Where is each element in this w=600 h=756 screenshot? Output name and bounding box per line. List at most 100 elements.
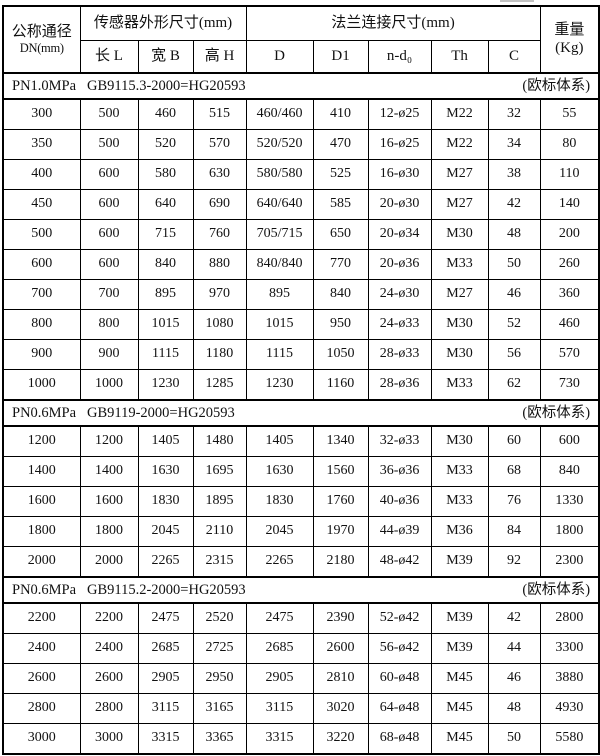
table-row: 900 900 1115 1180 1115 1050 28-ø33 M30 56 570 — [2, 339, 600, 370]
table-cell: 110 — [539, 159, 600, 190]
table-cell: M30 — [430, 309, 489, 340]
section-header-row: PN0.6MPa GB9119-2000=HG20593 (欧标体系) — [2, 399, 600, 427]
table-cell: 2200 — [79, 602, 139, 634]
table-cell: 16-ø30 — [367, 159, 432, 190]
table-cell: 895 — [245, 279, 314, 310]
table-row: 1800 1800 2045 2110 2045 1970 44-ø39 M36 84 1800 — [2, 516, 600, 547]
table-cell: 1695 — [192, 456, 247, 487]
table-cell: 50 — [487, 723, 541, 755]
header-n-d0: n-d₀ — [367, 40, 432, 74]
table-cell: 3000 — [2, 723, 81, 755]
table-cell: M30 — [430, 339, 489, 370]
table-cell: 800 — [79, 309, 139, 340]
header-d1: D1 — [312, 40, 369, 74]
table-cell: M39 — [430, 633, 489, 664]
table-row: 2800 2800 3115 3165 3115 3020 64-ø48 M45 48 4930 — [2, 693, 600, 724]
table-row: 3000 3000 3315 3365 3315 3220 68-ø48 M45 50 5580 — [2, 723, 600, 755]
table-cell: 200 — [539, 219, 600, 250]
table-row: 2600 2600 2905 2950 2905 2810 60-ø48 M45 46 3880 — [2, 663, 600, 694]
table-cell: 1230 — [137, 369, 194, 401]
section-header-cell: PN1.0MPa GB9115.3-2000=HG20593 (欧标体系) — [2, 72, 600, 100]
table-cell: 12-ø25 — [367, 98, 432, 130]
table-cell: 60 — [487, 425, 541, 457]
header-nominal-diameter: 公称通径 DN(mm) — [2, 5, 81, 74]
table-cell: 600 — [2, 249, 81, 280]
table-row: 1000 1000 1230 1285 1230 1160 28-ø36 M33 62 730 — [2, 369, 600, 401]
table-cell: 2000 — [2, 546, 81, 578]
table-cell: 1230 — [245, 369, 314, 401]
table-cell: 300 — [2, 98, 81, 130]
table-cell: 20-ø34 — [367, 219, 432, 250]
table-cell: 1630 — [137, 456, 194, 487]
table-cell: 460 — [539, 309, 600, 340]
table-cell: 32-ø33 — [367, 425, 432, 457]
table-cell: 1600 — [79, 486, 139, 517]
table-cell: M30 — [430, 219, 489, 250]
table-cell: 2600 — [79, 663, 139, 694]
standard-code-label: GB9119-2000=HG20593 — [87, 404, 235, 421]
table-cell: M27 — [430, 279, 489, 310]
table-cell: M45 — [430, 723, 489, 755]
table-cell: 630 — [192, 159, 247, 190]
table-cell: 34 — [487, 129, 541, 160]
table-cell: 1400 — [2, 456, 81, 487]
table-cell: 2045 — [137, 516, 194, 547]
table-cell: 20-ø30 — [367, 189, 432, 220]
table-cell: 500 — [2, 219, 81, 250]
table-cell: 640 — [137, 189, 194, 220]
table-cell: M22 — [430, 98, 489, 130]
table-cell: 2400 — [2, 633, 81, 664]
table-cell: 56 — [487, 339, 541, 370]
table-cell: 1000 — [2, 369, 81, 401]
table-row: 1600 1600 1830 1895 1830 1760 40-ø36 M33 76 1330 — [2, 486, 600, 517]
table-cell: M33 — [430, 486, 489, 517]
table-cell: 1015 — [137, 309, 194, 340]
table-cell: M33 — [430, 249, 489, 280]
header-c: C — [487, 40, 541, 74]
table-cell: 140 — [539, 189, 600, 220]
table-cell: 92 — [487, 546, 541, 578]
table-cell: M36 — [430, 516, 489, 547]
table-cell: 1800 — [79, 516, 139, 547]
table-cell: 55 — [539, 98, 600, 130]
table-cell: 3000 — [79, 723, 139, 755]
table-cell: 3315 — [137, 723, 194, 755]
table-cell: 3880 — [539, 663, 600, 694]
table-cell: 570 — [192, 129, 247, 160]
table-cell: 840 — [312, 279, 369, 310]
table-cell: 515 — [192, 98, 247, 130]
table-cell: 700 — [79, 279, 139, 310]
table-cell: 5580 — [539, 723, 600, 755]
table-cell: 38 — [487, 159, 541, 190]
table-cell: 2600 — [312, 633, 369, 664]
table-cell: 80 — [539, 129, 600, 160]
table-cell: 2810 — [312, 663, 369, 694]
table-cell: 20-ø36 — [367, 249, 432, 280]
table-cell: 56-ø42 — [367, 633, 432, 664]
table-cell: 460 — [137, 98, 194, 130]
table-cell: 1115 — [245, 339, 314, 370]
table-cell: 68-ø48 — [367, 723, 432, 755]
table-cell: 24-ø33 — [367, 309, 432, 340]
table-cell: 2905 — [245, 663, 314, 694]
table-cell: 600 — [539, 425, 600, 457]
table-cell: 525 — [312, 159, 369, 190]
table-cell: 895 — [137, 279, 194, 310]
standard-system-note: (欧标体系) — [522, 404, 591, 421]
table-cell: 52-ø42 — [367, 602, 432, 634]
standard-code-label: GB9115.2-2000=HG20593 — [87, 581, 246, 598]
table-cell: 50 — [487, 249, 541, 280]
table-cell: 2200 — [2, 602, 81, 634]
table-row: 800 800 1015 1080 1015 950 24-ø33 M30 52 460 — [2, 309, 600, 340]
cropped-text-artifact — [500, 0, 534, 2]
standard-system-note: (欧标体系) — [522, 77, 591, 94]
table-cell: 360 — [539, 279, 600, 310]
table-cell: 46 — [487, 279, 541, 310]
header-nominal-diameter-sub: DN(mm) — [19, 40, 64, 55]
table-cell: 2265 — [137, 546, 194, 578]
table-cell: 2800 — [539, 602, 600, 634]
table-row: 600 600 840 880 840/840 770 20-ø36 M33 50 260 — [2, 249, 600, 280]
table-cell: 60-ø48 — [367, 663, 432, 694]
table-cell: 3115 — [137, 693, 194, 724]
